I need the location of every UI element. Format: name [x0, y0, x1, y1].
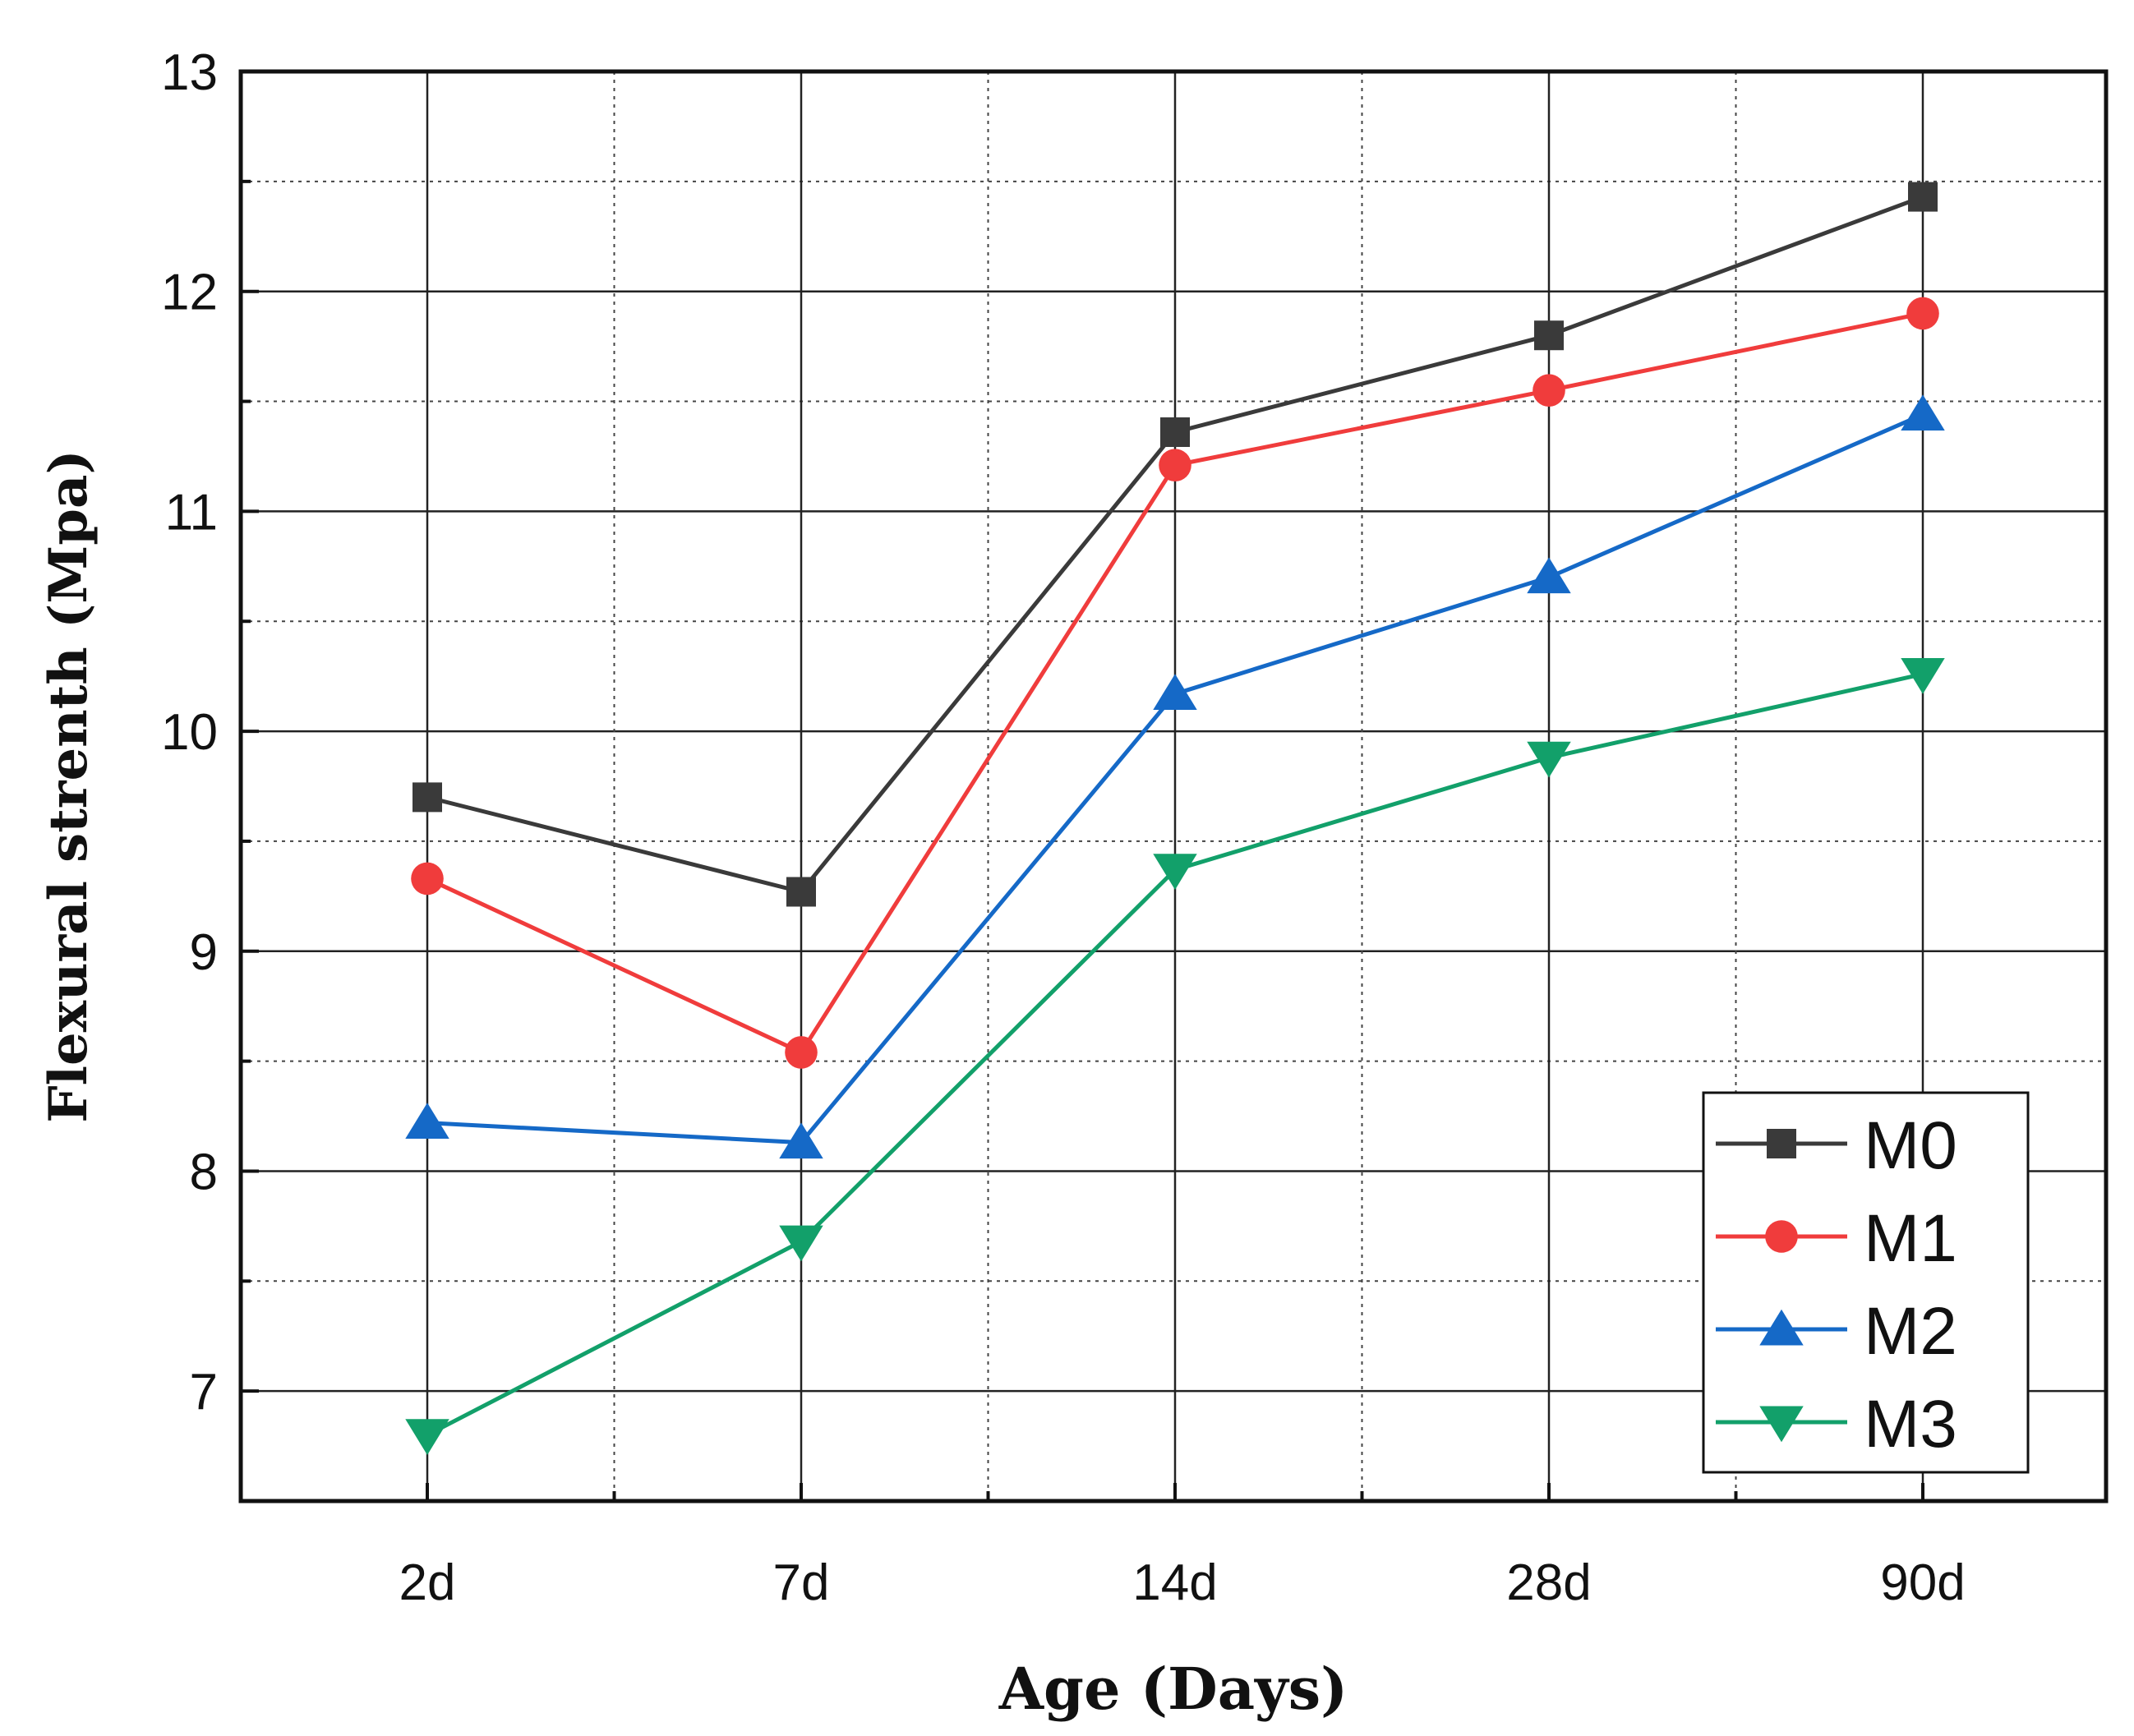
x-tick-label: 2d [399, 1554, 456, 1611]
y-tick-label: 12 [161, 265, 218, 321]
data-point-m2 [1901, 394, 1945, 431]
x-tick-label: 7d [773, 1554, 830, 1611]
data-point-m0 [1160, 417, 1190, 448]
data-point-m0 [1908, 182, 1938, 212]
legend-marker-m0 [1767, 1129, 1796, 1158]
legend-label-m1: M1 [1864, 1201, 1957, 1276]
legend-label-m0: M0 [1864, 1108, 1957, 1183]
y-tick-label: 13 [161, 44, 218, 101]
legend-item-m3: M3 [1716, 1387, 1957, 1462]
legend-marker-m1 [1765, 1220, 1798, 1253]
legend: M0 M1 M2 M3 [1702, 1091, 2030, 1474]
data-point-m3 [779, 1225, 823, 1262]
legend-item-m2: M2 [1716, 1294, 1957, 1369]
y-tick-label: 11 [165, 484, 218, 541]
series-m2 [405, 394, 1945, 1159]
data-series [405, 182, 1945, 1455]
data-point-m0 [413, 782, 442, 813]
data-point-m3 [405, 1419, 449, 1455]
data-point-m2 [1153, 674, 1197, 711]
legend-box [1702, 1091, 2030, 1474]
y-tick-label: 9 [190, 924, 218, 981]
x-tick-label: 14d [1132, 1554, 1217, 1611]
data-point-m3 [1153, 854, 1197, 891]
legend-marker-m2 [1759, 1309, 1804, 1346]
legend-label-m3: M3 [1864, 1387, 1957, 1462]
data-point-m1 [1533, 374, 1565, 407]
data-point-m0 [786, 877, 816, 907]
data-point-m0 [1534, 320, 1564, 351]
legend-item-m0: M0 [1716, 1108, 1957, 1183]
data-point-m1 [785, 1036, 818, 1069]
series-m0 [413, 182, 1938, 907]
data-point-m1 [411, 862, 444, 896]
x-tick-label: 90d [1880, 1554, 1965, 1611]
data-point-m3 [1527, 741, 1571, 778]
data-point-m2 [1527, 557, 1571, 594]
axis-ticks: 7 8 9 10 11 12 13 2d 7d 14d 28d 90d [161, 44, 1966, 1611]
legend-marker-m3 [1759, 1406, 1804, 1443]
y-tick-label: 8 [190, 1144, 218, 1200]
x-tick-label: 28d [1506, 1554, 1591, 1611]
data-point-m1 [1906, 297, 1939, 330]
series-m1 [411, 297, 1939, 1069]
legend-item-m1: M1 [1716, 1201, 1957, 1276]
y-axis-title: Flexural strenth (Mpa) [38, 449, 99, 1123]
data-point-m2 [779, 1122, 823, 1159]
data-point-m3 [1901, 658, 1945, 694]
y-tick-label: 10 [161, 704, 218, 761]
legend-label-m2: M2 [1864, 1294, 1957, 1369]
y-tick-label: 7 [190, 1364, 218, 1421]
x-axis-title: Age (Days) [998, 1655, 1348, 1723]
data-point-m1 [1159, 449, 1191, 481]
data-point-m2 [405, 1103, 449, 1140]
series-m3 [405, 658, 1945, 1455]
